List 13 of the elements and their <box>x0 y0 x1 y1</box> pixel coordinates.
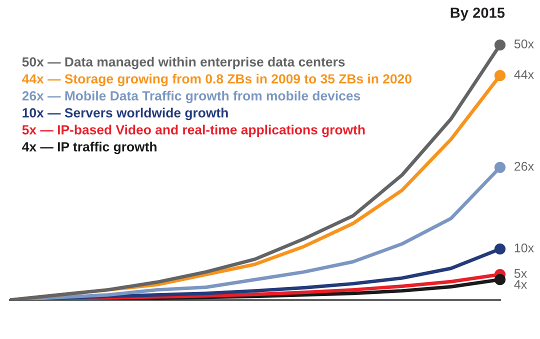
data-label: 4x <box>514 280 527 289</box>
text: By 2015 <box>450 8 505 21</box>
text: 4x — IP traffic growth <box>22 142 156 154</box>
text: 26x — Mobile Data Traffic growth from mobile devices <box>22 90 360 104</box>
text: 5x — IP-based Video and real-time applications growth <box>22 124 365 138</box>
text: 44x — Storage growing from 0.8 ZBs in 2009 to 35 ZBs in 2020 <box>22 74 412 86</box>
data-label: 10x <box>514 244 534 252</box>
data-label: 5x <box>514 269 527 278</box>
data-label: 26x <box>514 162 534 171</box>
text: 50x — Data managed within enterprise data centers <box>22 56 345 70</box>
data-label: 44x <box>514 70 534 79</box>
data-label: 50x <box>514 40 534 48</box>
text: 10x — Servers worldwide growth <box>22 108 228 120</box>
